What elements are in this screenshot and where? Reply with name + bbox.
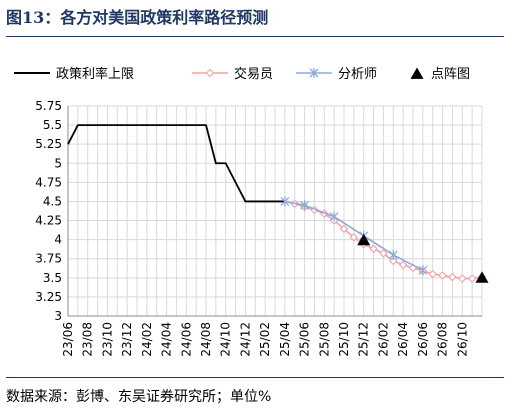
source-rule — [6, 377, 504, 378]
analyst-point — [329, 211, 339, 222]
series-line — [284, 200, 424, 271]
trader-point — [467, 274, 477, 283]
legend-marker — [309, 68, 319, 78]
y-tick-label: 4 — [54, 233, 62, 247]
x-tick-label: 24/10 — [219, 322, 233, 357]
y-tick-label: 3.5 — [43, 271, 62, 285]
legend-marker — [410, 67, 424, 79]
trader-point — [389, 256, 398, 266]
x-tick-label: 23/08 — [81, 322, 95, 357]
x-tick-label: 25/10 — [337, 322, 351, 357]
analyst-point — [418, 265, 428, 276]
y-tick-label: 5.25 — [35, 137, 62, 151]
trader-point — [349, 233, 359, 242]
dot-plot-point — [475, 271, 489, 283]
x-tick-label: 26/02 — [376, 322, 390, 357]
trader-point — [339, 224, 349, 234]
legend-item: 交易员 — [192, 66, 273, 82]
y-tick-label: 4.5 — [43, 194, 62, 208]
trader-point — [448, 272, 457, 282]
x-tick-label: 25/02 — [258, 322, 272, 357]
legend-label: 点阵图 — [431, 67, 470, 82]
x-tick-label: 26/08 — [436, 322, 450, 357]
legend-item: 点阵图 — [410, 67, 470, 82]
y-tick-label: 5.75 — [35, 99, 62, 113]
plot-area — [67, 124, 489, 283]
title-rule — [6, 36, 504, 37]
trader-point — [458, 274, 467, 283]
x-tick-label: 25/06 — [298, 322, 312, 357]
series-line — [67, 124, 285, 203]
y-tick-label: 3.25 — [35, 290, 62, 304]
y-tick-label: 3.75 — [35, 252, 62, 266]
legend-label: 政策利率上限 — [56, 66, 134, 82]
x-tick-label: 24/04 — [160, 322, 174, 357]
x-tick-label: 26/06 — [416, 322, 430, 357]
legend-item: 政策利率上限 — [14, 66, 134, 82]
x-tick-label: 23/10 — [100, 322, 114, 357]
y-tick-label: 3 — [54, 309, 62, 323]
axes: 5.755.55.2554.754.54.2543.753.53.25323/0… — [35, 99, 482, 357]
analyst-point — [388, 249, 398, 260]
x-tick-label: 24/08 — [199, 322, 213, 357]
x-tick-label: 25/04 — [278, 322, 292, 357]
x-tick-label: 24/12 — [238, 322, 252, 357]
legend: 政策利率上限 交易员 分析师 点阵图 — [14, 66, 470, 82]
analyst-point — [300, 200, 310, 211]
trader-point — [205, 68, 215, 78]
legend-item: 分析师 — [296, 67, 377, 82]
trader-point — [428, 269, 437, 279]
grid — [67, 105, 483, 317]
figure-title: 图13：各方对美国政策利率路径预测 — [6, 8, 269, 27]
trader-point — [398, 260, 408, 270]
legend-label: 分析师 — [338, 67, 377, 82]
x-tick-label: 26/10 — [455, 322, 469, 357]
x-tick-label: 25/08 — [317, 322, 331, 357]
source-note: 数据来源：彭博、东吴证券研究所；单位% — [6, 389, 272, 405]
trader-point — [379, 249, 388, 258]
trader-point — [438, 271, 447, 280]
x-tick-label: 26/04 — [396, 322, 410, 357]
legend-label: 交易员 — [234, 66, 273, 82]
x-tick-label: 25/12 — [357, 322, 371, 357]
y-tick-label: 5.5 — [43, 118, 62, 132]
x-tick-label: 23/12 — [120, 322, 134, 357]
y-tick-label: 5 — [54, 156, 62, 170]
dot-plot-point — [357, 233, 371, 246]
analyst-point — [280, 196, 290, 207]
x-tick-label: 23/06 — [61, 322, 75, 357]
trader-point — [369, 244, 378, 254]
x-tick-label: 24/06 — [179, 322, 193, 357]
y-tick-label: 4.75 — [35, 175, 62, 189]
y-tick-label: 4.25 — [35, 214, 62, 228]
x-tick-label: 24/02 — [140, 322, 154, 357]
